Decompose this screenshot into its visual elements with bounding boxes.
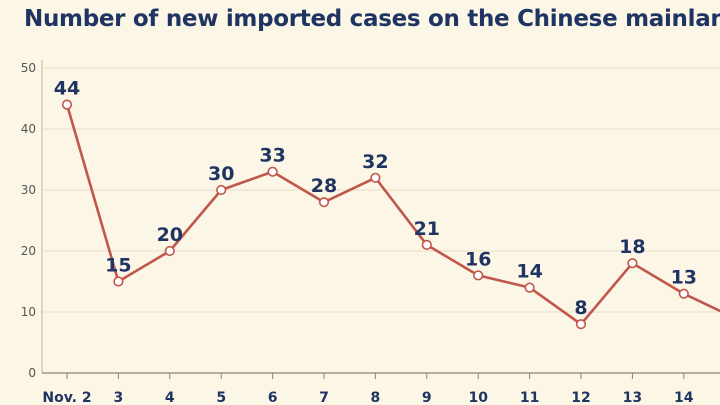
gridlines (42, 67, 720, 313)
data-label-3: 30 (208, 163, 234, 185)
data-label-1: 15 (105, 255, 131, 277)
x-tick-label-12: 14 (674, 390, 694, 405)
data-point-9 (524, 282, 535, 293)
x-tick-label-5: 7 (319, 390, 329, 405)
series-line-layer (65, 104, 720, 326)
data-label-10: 8 (574, 297, 587, 319)
data-point-2 (164, 245, 175, 257)
y-tick-label-5: 50 (21, 61, 36, 75)
y-tick-label-1: 10 (21, 305, 36, 319)
y-tick-label-4: 40 (21, 122, 36, 136)
x-tick-label-6: 8 (371, 390, 381, 405)
y-tick-label-0: 0 (28, 366, 36, 380)
data-point-10 (575, 319, 587, 330)
x-tick-label-11: 13 (623, 390, 642, 405)
data-point-4 (267, 166, 278, 177)
data-label-4: 33 (259, 145, 285, 167)
x-tick-label-9: 11 (520, 390, 539, 405)
data-label-9: 14 (516, 261, 542, 283)
data-label-5: 28 (311, 175, 337, 197)
data-point-0 (61, 99, 73, 110)
y-tick-label-3: 30 (21, 183, 36, 197)
data-label-2: 20 (157, 224, 183, 246)
data-point-5 (318, 197, 330, 208)
data-point-1 (113, 276, 124, 287)
y-tick-label-2: 20 (21, 244, 36, 258)
data-label-0: 44 (54, 78, 80, 100)
data-label-7: 21 (414, 218, 440, 240)
x-tick-label-10: 12 (571, 390, 590, 405)
data-points (61, 99, 689, 330)
data-point-6 (370, 172, 381, 183)
x-tick-label-1: 3 (114, 390, 124, 405)
data-point-11 (627, 258, 638, 269)
data-point-12 (678, 288, 689, 299)
data-label-12: 13 (671, 267, 697, 289)
data-label-11: 18 (619, 236, 645, 258)
data-labels: 44 15 20 30 33 28 32 21 16 14 8 18 13 (54, 78, 697, 320)
x-tick-label-3: 5 (216, 390, 226, 405)
x-tick-label-0: Nov. 2 (42, 390, 91, 405)
series-line (65, 104, 720, 326)
axes: 0 10 20 30 40 50 Nov. 2 3 4 5 6 7 8 9 10 11 12 13 14 15 (21, 60, 720, 405)
data-point-7 (421, 239, 432, 250)
x-tick-label-8: 10 (468, 390, 488, 405)
data-label-6: 32 (362, 151, 388, 173)
x-tick-label-2: 4 (165, 390, 175, 405)
x-tick-label-7: 9 (422, 390, 432, 405)
data-point-8 (473, 270, 484, 281)
data-point-3 (216, 184, 227, 196)
data-label-8: 16 (465, 248, 491, 270)
x-tick-label-4: 6 (268, 390, 278, 405)
chart-title: Number of new imported cases on the Chin… (24, 6, 720, 32)
